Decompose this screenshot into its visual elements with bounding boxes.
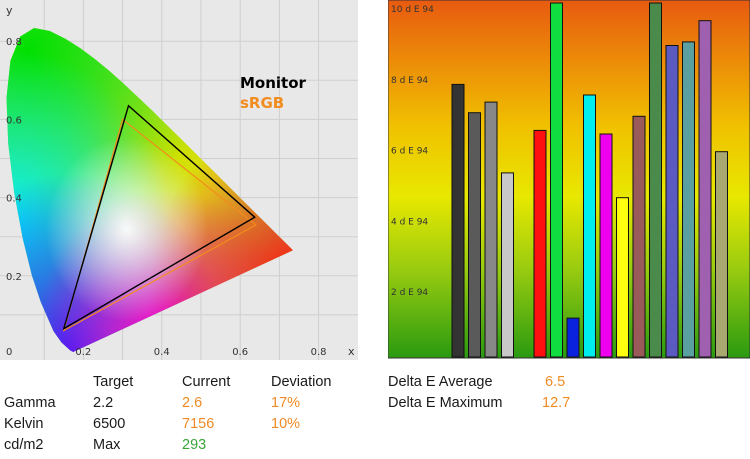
axis-tick-labels: 10 d E 94 8 d E 94 6 d E 94 4 d E 94 2 d E 9… [391,5,434,298]
x-tick-label: 0.8 [311,347,327,358]
x-tick-label: 0.4 [154,347,170,358]
y-tick-label: 10 d E 94 [391,5,434,15]
delta-e-bar [468,112,481,358]
cie-chromaticity-chart: 0.2 0.4 0.6 0.8 0.8 0.6 0.4 0.2 y x 0 Monitor s… [0,0,358,360]
delta-e-bar [682,41,695,358]
header-current: Current [182,374,231,390]
delta-e-bar [698,20,712,358]
y-tick-label: 0.6 [6,115,22,126]
y-tick-label: 4 d E 94 [391,217,428,227]
delta-e-maximum-label: Delta E Maximum [388,395,503,411]
header-deviation: Deviation [271,374,332,390]
delta-e-average-value: 6.5 [545,374,566,390]
delta-e-bar [501,172,514,358]
row-current: 7156 [182,416,215,432]
delta-e-bar [715,151,728,358]
y-axis-label: y [6,4,13,17]
x-tick-label: 0.2 [75,347,91,358]
delta-e-bar [451,83,465,358]
row-label: Gamma [4,395,56,411]
delta-e-bar [566,317,580,358]
legend-srgb: sRGB [240,94,284,112]
delta-e-bar [533,129,547,358]
delta-e-bar [632,115,646,358]
delta-e-bar [599,133,613,358]
y-tick-label: 6 d E 94 [391,147,428,157]
delta-e-bar [583,94,596,358]
y-tick-label: 0.2 [6,272,22,283]
delta-e-bar-chart: 10 d E 94 8 d E 94 6 d E 94 4 d E 94 2 d E 9… [388,0,750,359]
delta-e-summary: Delta E Average 6.5 Delta E Maximum 12.7 [388,374,688,418]
row-deviation: 10% [271,416,301,432]
y-tick-label: 0.8 [6,37,22,48]
plot-background [388,0,750,359]
origin-label: 0 [6,347,12,358]
y-tick-label: 0.4 [6,194,22,205]
delta-e-maximum-value: 12.7 [542,395,571,411]
delta-e-bar [665,45,679,358]
row-target: 2.2 [93,395,114,411]
delta-e-bar [484,101,498,358]
row-target: 6500 [93,416,126,432]
row-current: 293 [182,437,207,453]
bars [451,2,728,358]
delta-e-bar [616,197,629,358]
stats-table: Target Current Deviation Gamma 2.2 2.6 1… [0,374,380,458]
row-label: cd/m2 [4,437,44,453]
row-target: Max [93,437,121,453]
monitor-gamut-triangle [62,104,256,331]
delta-e-bar [649,2,662,358]
x-axis-label: x [348,345,355,358]
x-tick-label: 0.6 [232,347,248,358]
axis-tick-labels: 0.2 0.4 0.6 0.8 0.8 0.6 0.4 0.2 [6,37,327,358]
y-tick-label: 2 d E 94 [391,288,428,298]
row-deviation: 17% [271,395,301,411]
row-label: Kelvin [4,416,44,432]
legend-monitor: Monitor [240,74,307,92]
row-current: 2.6 [182,395,203,411]
header-target: Target [93,374,134,390]
delta-e-bar [550,2,563,358]
y-tick-label: 8 d E 94 [391,76,428,86]
delta-e-average-label: Delta E Average [388,374,493,390]
